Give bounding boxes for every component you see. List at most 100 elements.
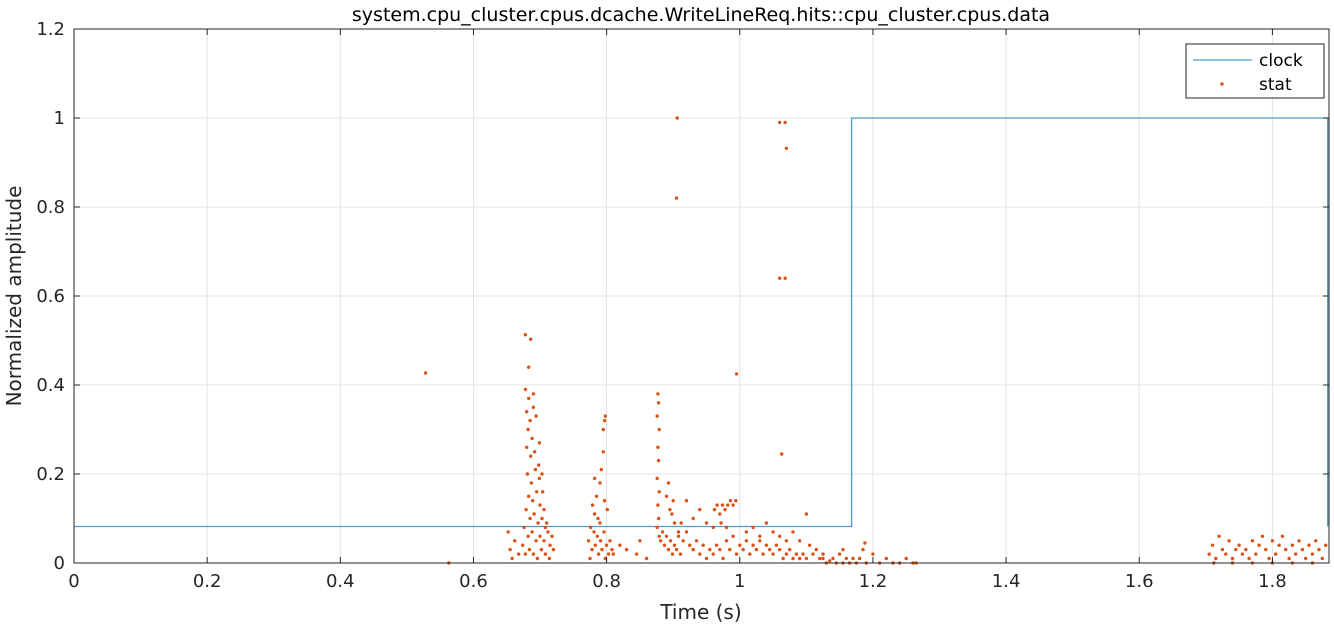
stat-point <box>1304 556 1308 561</box>
stat-point <box>550 534 554 538</box>
stat-point <box>527 547 532 552</box>
stat-point <box>857 556 862 561</box>
x-tick-label: 0.2 <box>193 571 222 592</box>
stat-point <box>656 392 660 396</box>
stat-point <box>590 547 594 552</box>
stat-point <box>592 512 597 516</box>
legend-stat-label: stat <box>1259 75 1292 95</box>
stat-point <box>602 530 606 534</box>
stat-point <box>535 556 540 561</box>
stat-point <box>734 499 738 503</box>
y-axis-label: Normalized amplitude <box>2 186 26 407</box>
stat-point <box>676 530 681 534</box>
stat-point <box>536 521 540 525</box>
x-tick-label: 1.4 <box>992 571 1021 592</box>
stat-point <box>1244 547 1248 552</box>
stat-point <box>1240 552 1245 556</box>
stat-point <box>547 556 552 561</box>
stat-point <box>684 499 689 503</box>
stat-point <box>788 547 792 552</box>
stat-point <box>531 499 535 503</box>
stat-point <box>1260 534 1265 538</box>
stat-point <box>678 552 683 556</box>
stat-point <box>655 476 659 481</box>
stat-point <box>541 490 545 494</box>
stat-point <box>540 516 544 521</box>
stat-point <box>1210 543 1215 547</box>
stat-point <box>684 530 689 534</box>
stat-point <box>1267 556 1271 561</box>
stat-point <box>1264 547 1268 552</box>
stat-point <box>724 525 729 530</box>
stat-point <box>658 539 663 543</box>
stat-point <box>904 556 908 561</box>
stat-point <box>1214 556 1218 561</box>
stat-point <box>814 547 818 552</box>
stat-point <box>601 450 605 454</box>
stat-point <box>662 543 667 547</box>
stat-point <box>784 539 789 543</box>
stat-point <box>863 541 867 545</box>
clock-series-line <box>74 117 1329 528</box>
stat-point <box>871 552 875 556</box>
stat-point <box>586 539 591 543</box>
stat-point <box>1290 543 1295 547</box>
stat-point <box>634 552 639 556</box>
stat-point <box>527 396 531 401</box>
stat-point <box>783 276 787 280</box>
stat-point <box>754 547 759 552</box>
stat-point <box>534 539 538 543</box>
stat-point <box>517 552 521 556</box>
stat-point <box>535 490 539 494</box>
stat-point <box>715 503 719 507</box>
chart-title: system.cpu_cluster.cpus.dcache.WriteLine… <box>352 4 1050 26</box>
stat-point <box>781 556 785 561</box>
stat-point <box>657 427 661 432</box>
stat-point <box>605 507 609 512</box>
stat-point <box>656 401 661 405</box>
stat-point <box>1247 556 1251 561</box>
stat-point <box>1237 543 1241 547</box>
x-tick-label: 0.6 <box>459 571 488 592</box>
stat-point <box>672 543 677 547</box>
stat-point <box>734 372 739 376</box>
stat-point <box>656 503 660 507</box>
stat-point <box>844 556 848 561</box>
stat-point <box>1320 556 1325 561</box>
stat-point <box>526 427 530 432</box>
stat-point <box>718 512 722 516</box>
stat-point <box>751 525 755 530</box>
stat-point <box>588 525 593 530</box>
y-ticks: 0 0.2 0.4 0.6 0.8 1 1.2 <box>36 19 1329 574</box>
stat-point <box>534 414 538 418</box>
stat-point <box>768 547 772 552</box>
stat-point <box>664 534 669 538</box>
stat-point <box>783 120 787 125</box>
stat-point <box>524 507 528 512</box>
stat-point <box>523 333 528 337</box>
stat-point <box>533 450 537 454</box>
stat-point <box>741 547 745 552</box>
stat-point <box>664 494 669 498</box>
x-ticks: 0 0.2 0.4 0.6 0.8 1 1.2 1.4 1.6 1.8 <box>68 29 1287 592</box>
stat-point <box>1314 539 1318 543</box>
stat-point <box>675 116 679 120</box>
y-tick-label: 0.6 <box>36 286 65 307</box>
stat-point <box>1297 539 1301 543</box>
stat-point <box>721 556 725 561</box>
stat-point <box>794 552 799 556</box>
stat-point <box>798 539 802 543</box>
series-layer <box>74 116 1329 565</box>
stat-point <box>841 547 845 552</box>
stat-point <box>778 547 782 552</box>
stat-point <box>656 516 661 521</box>
stat-point <box>784 552 789 556</box>
stat-point <box>601 427 605 432</box>
stat-point <box>525 410 529 414</box>
stat-point <box>758 534 762 538</box>
stat-point <box>528 418 532 423</box>
stat-point <box>423 371 428 375</box>
stat-point <box>668 539 673 543</box>
stat-point <box>638 539 642 543</box>
